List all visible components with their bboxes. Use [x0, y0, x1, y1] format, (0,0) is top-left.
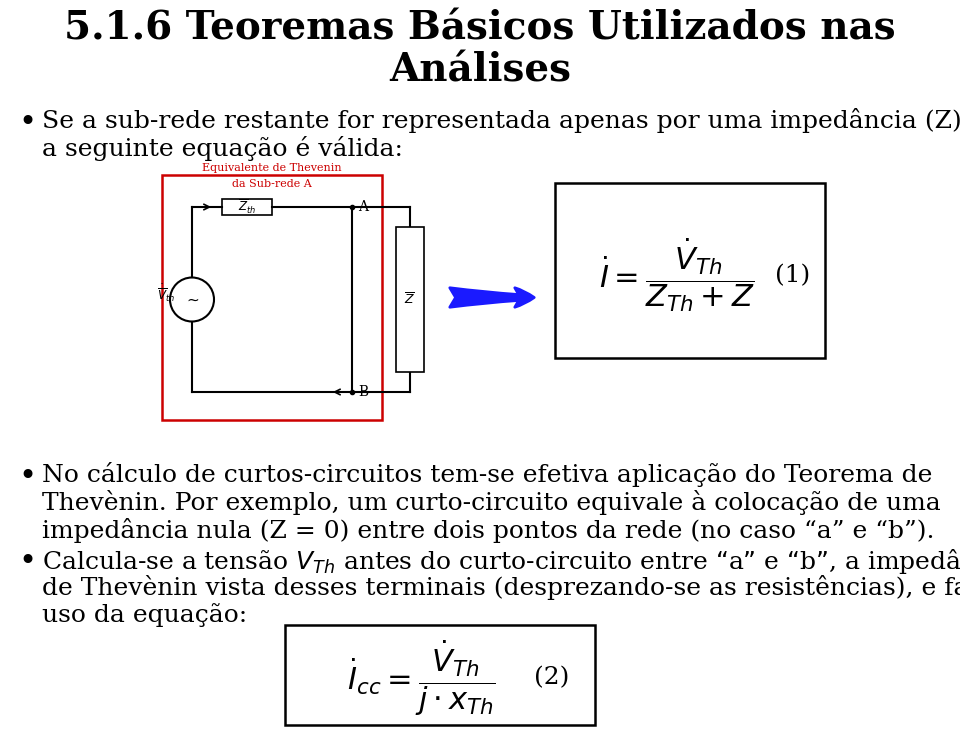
Text: 5.1.6 Teoremas Básicos Utilizados nas: 5.1.6 Teoremas Básicos Utilizados nas: [64, 10, 896, 48]
Text: $\dot{I}_{cc} = \dfrac{\dot{V}_{Th}}{j \cdot x_{Th}}$: $\dot{I}_{cc} = \dfrac{\dot{V}_{Th}}{j \…: [348, 638, 495, 718]
Text: Se a sub-rede restante for representada apenas por uma impedância (Z), então: Se a sub-rede restante for representada …: [42, 108, 960, 133]
Text: •: •: [18, 547, 36, 578]
Text: uso da equação:: uso da equação:: [42, 603, 248, 627]
Circle shape: [170, 277, 214, 322]
Text: impedância nula (Z = 0) entre dois pontos da rede (no caso “a” e “b”).: impedância nula (Z = 0) entre dois ponto…: [42, 518, 934, 543]
Text: a seguinte equação é válida:: a seguinte equação é válida:: [42, 136, 403, 161]
Text: $\dot{\overline{V}}_{th}$: $\dot{\overline{V}}_{th}$: [157, 283, 175, 304]
Text: Equivalente de Thevenin: Equivalente de Thevenin: [203, 163, 342, 173]
Text: B: B: [358, 385, 368, 399]
Text: A: A: [358, 200, 368, 214]
Text: Thevènin. Por exemplo, um curto-circuito equivale à colocação de uma: Thevènin. Por exemplo, um curto-circuito…: [42, 490, 941, 515]
Bar: [396, 227, 424, 372]
Text: •: •: [18, 108, 36, 139]
Text: (2): (2): [534, 667, 569, 690]
Text: de Thevènin vista desses terminais (desprezando-se as resistências), e faz-se: de Thevènin vista desses terminais (desp…: [42, 575, 960, 600]
Text: $\sim$: $\sim$: [184, 292, 200, 307]
Text: $\dot{I} = \dfrac{\dot{V}_{Th}}{Z_{Th} + Z}$: $\dot{I} = \dfrac{\dot{V}_{Th}}{Z_{Th} +…: [599, 237, 755, 314]
Bar: [285, 625, 595, 725]
Text: da Sub-rede A: da Sub-rede A: [232, 179, 312, 189]
Text: $\overline{Z}_{th}$: $\overline{Z}_{th}$: [238, 198, 256, 216]
Bar: [555, 183, 825, 358]
Bar: [222, 199, 272, 215]
Bar: [162, 175, 382, 420]
Text: •: •: [18, 462, 36, 493]
Text: No cálculo de curtos-circuitos tem-se efetiva aplicação do Teorema de: No cálculo de curtos-circuitos tem-se ef…: [42, 462, 932, 487]
Text: (1): (1): [775, 264, 810, 287]
Text: Análises: Análises: [389, 52, 571, 90]
Text: $\overline{Z}$: $\overline{Z}$: [404, 291, 416, 307]
Text: Calcula-se a tensão $V_{Th}$ antes do curto-circuito entre “a” e “b”, a impedânc: Calcula-se a tensão $V_{Th}$ antes do cu…: [42, 547, 960, 576]
